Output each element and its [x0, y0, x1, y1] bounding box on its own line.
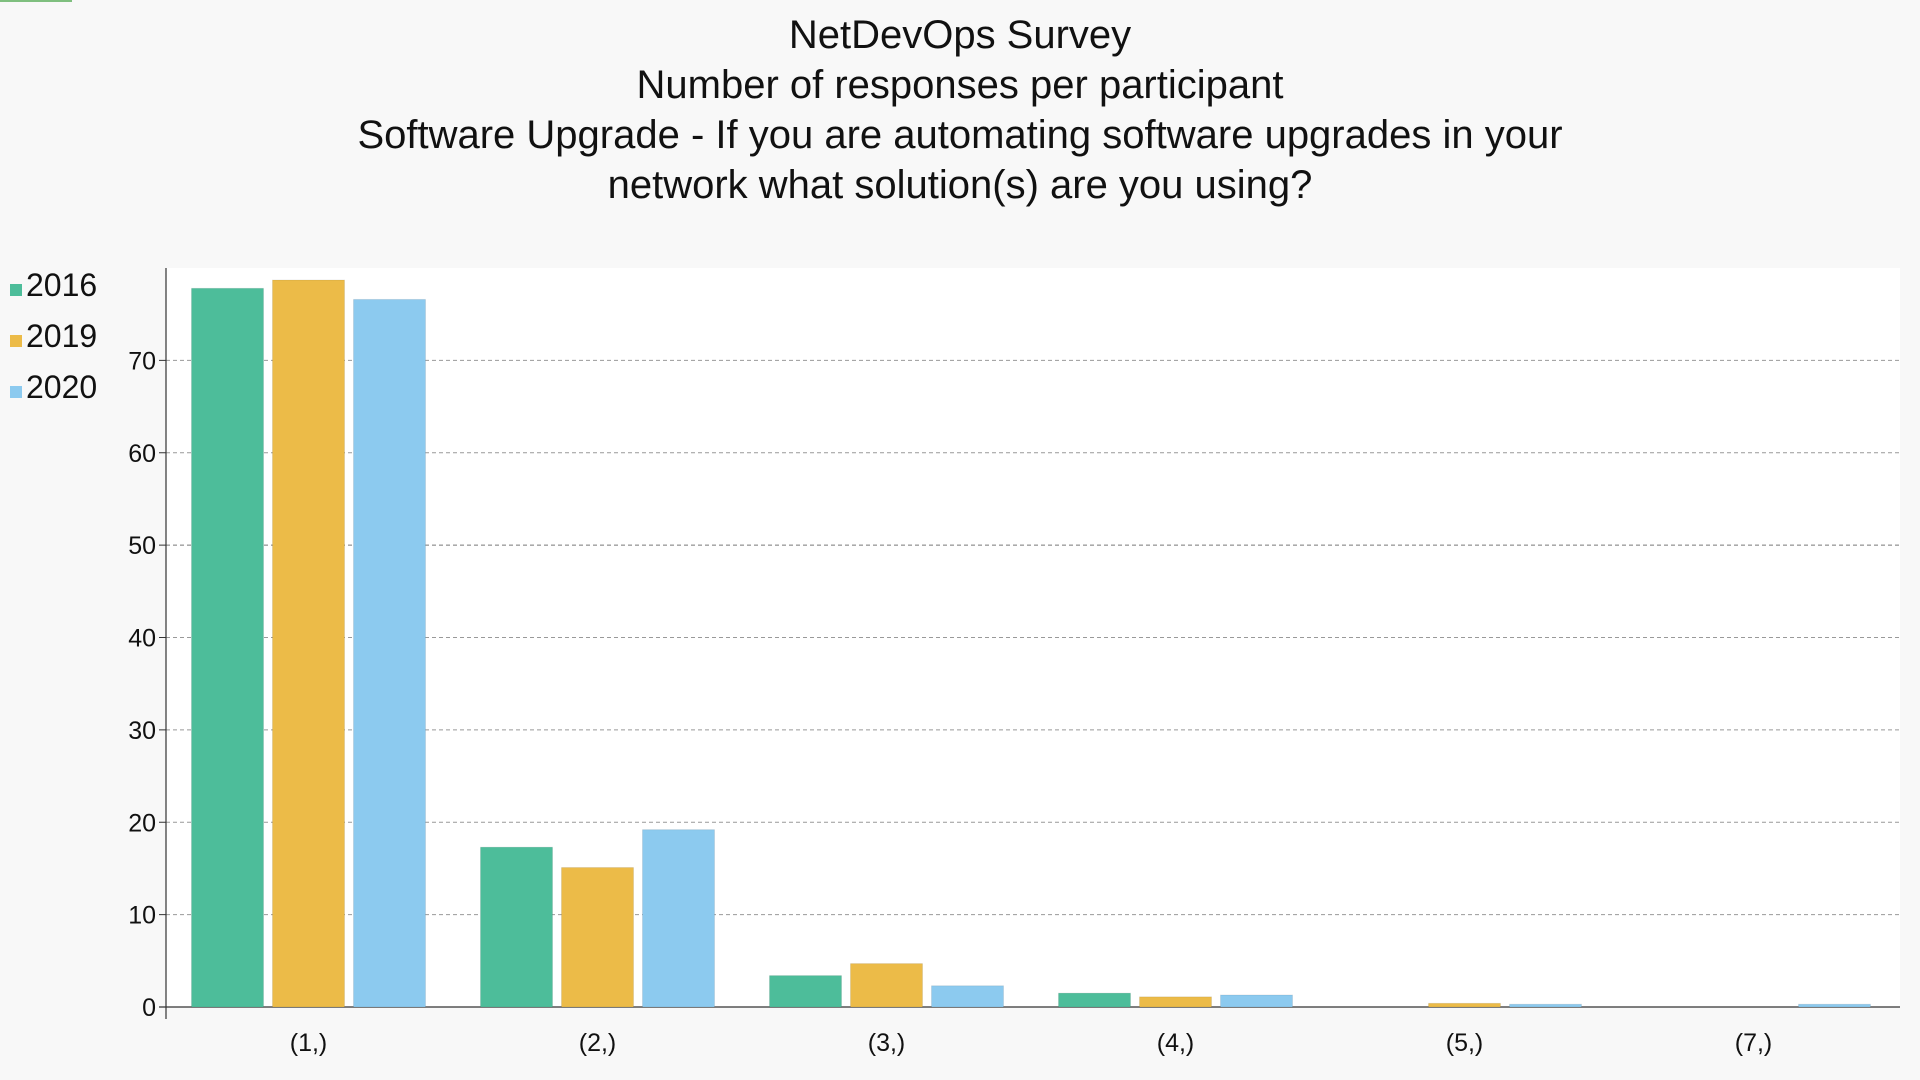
- x-tick-label: (7,): [1735, 1029, 1773, 1057]
- bar: [1509, 1003, 1582, 1008]
- bar: [191, 287, 264, 1008]
- bar: [931, 985, 1004, 1008]
- legend-label: 2019: [26, 318, 97, 354]
- y-tick-label: 50: [128, 532, 156, 560]
- bar: [1058, 992, 1131, 1008]
- chart-title: NetDevOps Survey Number of responses per…: [0, 10, 1920, 210]
- y-tick-label: 70: [128, 347, 156, 375]
- x-tick-label: (5,): [1446, 1029, 1484, 1057]
- bar: [1139, 996, 1212, 1008]
- title-line: Software Upgrade - If you are automating…: [357, 113, 1563, 157]
- bar: [272, 279, 345, 1008]
- legend: 2016 2019 2020: [10, 267, 97, 405]
- bar: [561, 867, 634, 1008]
- legend-swatch: [10, 386, 22, 398]
- x-tick-label: (2,): [579, 1029, 617, 1057]
- title-line: Number of responses per participant: [636, 63, 1284, 107]
- y-tick-label: 10: [128, 902, 156, 930]
- bar: [1798, 1003, 1871, 1008]
- bar: [1428, 1002, 1501, 1008]
- bar: [769, 975, 842, 1008]
- bar: [353, 298, 426, 1008]
- title-line: NetDevOps Survey: [788, 13, 1132, 57]
- y-tick-label: 30: [128, 717, 156, 745]
- legend-label: 2020: [26, 369, 97, 405]
- legend-label: 2016: [26, 267, 97, 303]
- bar: [642, 829, 715, 1008]
- x-tick-label: (3,): [868, 1029, 906, 1057]
- bar: [1220, 994, 1293, 1008]
- title-line: network what solution(s) are you using?: [607, 163, 1313, 207]
- bar: [850, 963, 923, 1008]
- legend-swatch: [10, 335, 22, 347]
- y-tick-label: 60: [128, 440, 156, 468]
- y-tick-label: 20: [128, 809, 156, 837]
- legend-swatch: [10, 284, 22, 296]
- bar: [480, 846, 553, 1008]
- x-tick-label: (1,): [290, 1029, 328, 1057]
- y-tick-label: 0: [142, 994, 156, 1022]
- corner-accent: [0, 0, 72, 2]
- y-tick-label: 40: [128, 625, 156, 653]
- x-tick-label: (4,): [1157, 1029, 1195, 1057]
